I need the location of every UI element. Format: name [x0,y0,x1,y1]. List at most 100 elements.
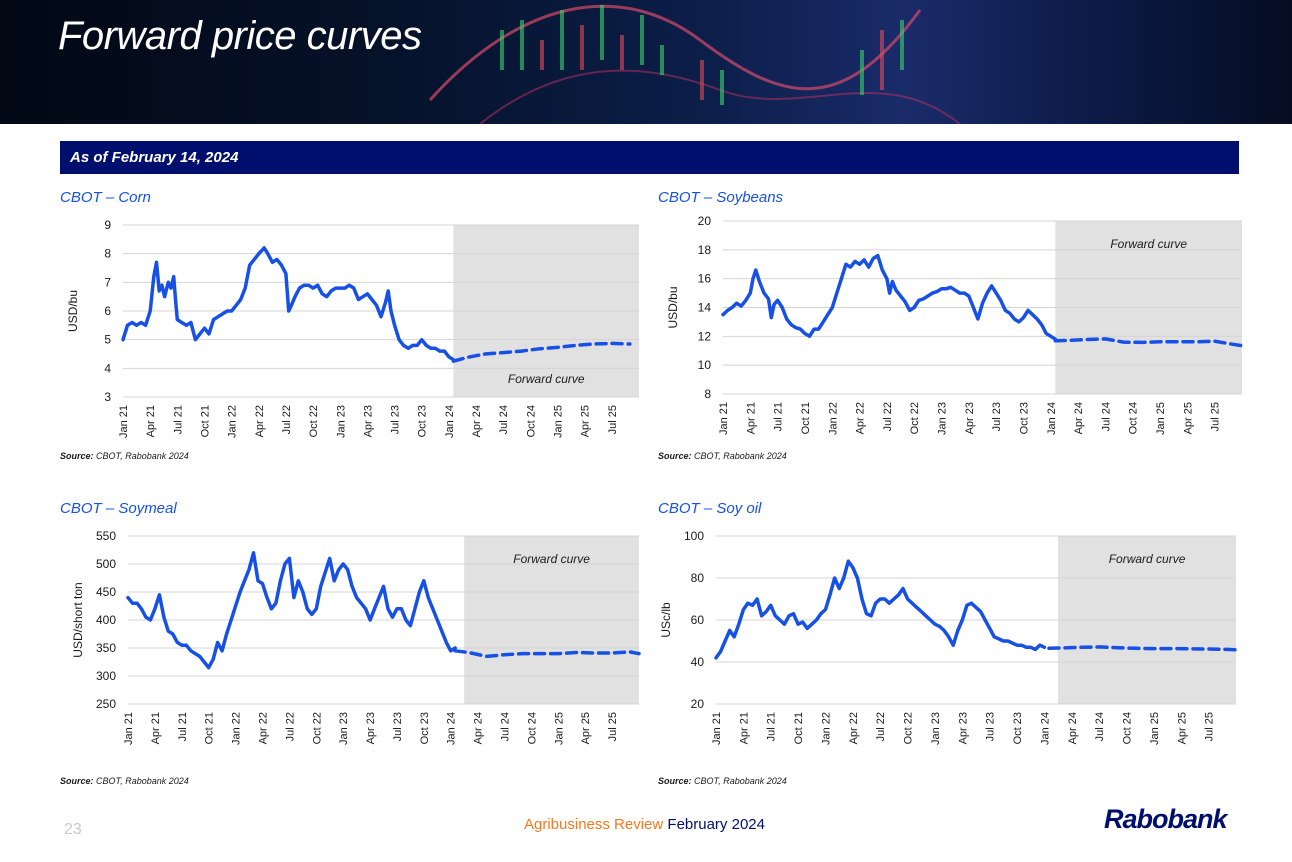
x-tick-label: Jul 21 [177,712,189,741]
x-tick-label: Jul 21 [172,405,184,434]
x-tick-label: Jan 23 [937,402,949,435]
x-tick-label: Oct 23 [417,405,429,437]
x-tick-label: Jul 21 [766,712,778,741]
x-tick-label: Jan 22 [827,402,839,435]
y-tick-label: 4 [104,361,111,375]
y-tick-label: 6 [104,304,111,318]
forward-curve-series [453,649,641,659]
x-tick-label: Jan 22 [231,712,243,745]
x-tick-label: Jul 25 [607,712,619,741]
page-title: Forward price curves [58,14,422,58]
y-tick-label: 350 [96,641,116,655]
x-tick-label: Jul 23 [985,712,997,741]
x-tick-label: Apr 23 [957,712,969,744]
x-tick-label: Jul 24 [498,405,510,434]
x-tick-label: Apr 24 [1073,402,1085,434]
x-tick-label: Oct 24 [1128,402,1140,434]
x-tick-label: Jan 23 [335,405,347,438]
x-tick-label: Apr 21 [150,712,162,744]
y-tick-label: 8 [104,247,111,261]
x-tick-label: Jan 21 [718,402,730,435]
footer-publication: Agribusiness Review February 2024 [524,816,765,833]
y-tick-label: 5 [104,333,111,347]
y-tick-label: 300 [96,669,116,683]
x-tick-label: Jan 22 [820,712,832,745]
rabobank-logo: Rabobank [1104,804,1228,834]
x-tick-label: Apr 21 [745,402,757,434]
x-tick-label: Jul 24 [500,712,512,741]
header-background-graphic [428,4,961,124]
x-tick-label: Oct 22 [308,405,320,437]
y-tick-label: 100 [684,529,704,543]
x-tick-label: Jan 25 [1155,402,1167,435]
x-tick-label: Jul 25 [1204,712,1216,741]
y-tick-label: 80 [691,571,705,585]
chart-title-soybeans: CBOT – Soybeans [658,189,784,206]
page-number: 23 [64,821,82,838]
x-tick-label: Jul 22 [281,405,293,434]
y-tick-label: 8 [704,387,711,401]
y-tick-label: 16 [698,272,712,286]
source-soy-oil: Source: CBOT, Rabobank 2024 [658,776,787,786]
x-tick-label: Jul 24 [1094,712,1106,741]
x-tick-label: Apr 23 [362,405,374,437]
x-tick-label: Jan 24 [446,712,458,745]
chart-title-corn: CBOT – Corn [60,189,151,206]
x-tick-label: Oct 24 [1122,712,1134,744]
x-tick-label: Apr 24 [471,405,483,437]
chart-soybeans: 8 10 12 14 16 18 20 Jan 21 Apr 21 Jul 21 Oct 21 Jan… [666,214,1244,435]
forward-curve-series [1047,645,1238,652]
forward-curve-label: Forward curve [508,372,585,386]
x-tick-label: Jul 24 [1100,402,1112,431]
x-tick-label: Jul 23 [991,402,1003,431]
x-tick-label: Oct 23 [419,712,431,744]
y-tick-label: 400 [96,613,116,627]
x-tick-label: Jan 24 [1046,402,1058,435]
x-tick-label: Apr 22 [257,712,269,744]
y-tick-label: 450 [96,585,116,599]
x-tick-label: Oct 22 [909,402,921,434]
x-tick-label: Jan 23 [930,712,942,745]
x-tick-label: Jan 23 [338,712,350,745]
x-tick-label: Apr 21 [145,405,157,437]
as-of-bar: As of February 14, 2024 [60,141,1239,174]
x-tick-label: Apr 23 [365,712,377,744]
forward-curve-label: Forward curve [1110,237,1187,251]
y-tick-label: 9 [104,218,111,232]
y-tick-label: 3 [104,390,111,404]
x-tick-label: Oct 21 [199,405,211,437]
y-tick-label: 10 [698,358,712,372]
y-tick-label: 7 [104,275,111,289]
forward-curve-label: Forward curve [1109,552,1186,566]
y-tick-label: 40 [691,655,705,669]
forward-curve-label: Forward curve [513,552,590,566]
x-tick-label: Oct 21 [793,712,805,744]
x-tick-label: Jan 21 [711,712,723,745]
historical-price-series [721,253,1058,341]
chart-soymeal: 250 300 350 400 450 500 550 Jan 21 Apr 21 Jul 21 O… [71,529,641,745]
x-tick-label: Oct 21 [204,712,216,744]
chart-corn: 3 4 5 6 7 8 9 Jan 21 Apr 21 Jul 21 Oct 21 Jan 22 Apr… [66,218,639,438]
y-axis-label: USD/short ton [71,582,85,657]
x-tick-label: Jul 22 [882,402,894,431]
historical-price-series [126,551,457,670]
x-tick-label: Oct 24 [525,405,537,437]
x-tick-label: Jan 25 [1149,712,1161,745]
x-tick-label: Jul 23 [392,712,404,741]
x-tick-label: Jul 22 [875,712,887,741]
x-tick-label: Jan 25 [553,712,565,745]
as-of-date: As of February 14, 2024 [70,149,239,166]
y-tick-label: 20 [691,697,705,711]
x-tick-label: Oct 24 [526,712,538,744]
x-tick-label: Oct 21 [800,402,812,434]
x-tick-label: Jul 23 [390,405,402,434]
source-corn: Source: CBOT, Rabobank 2024 [60,451,189,461]
footer-review-name: Agribusiness Review [524,816,664,833]
y-tick-label: 250 [96,697,116,711]
x-tick-label: Apr 25 [580,712,592,744]
x-tick-label: Jan 21 [118,405,130,438]
x-tick-label: Apr 21 [738,712,750,744]
x-tick-label: Jul 21 [773,402,785,431]
x-tick-label: Apr 22 [848,712,860,744]
x-tick-label: Jan 24 [1039,712,1051,745]
